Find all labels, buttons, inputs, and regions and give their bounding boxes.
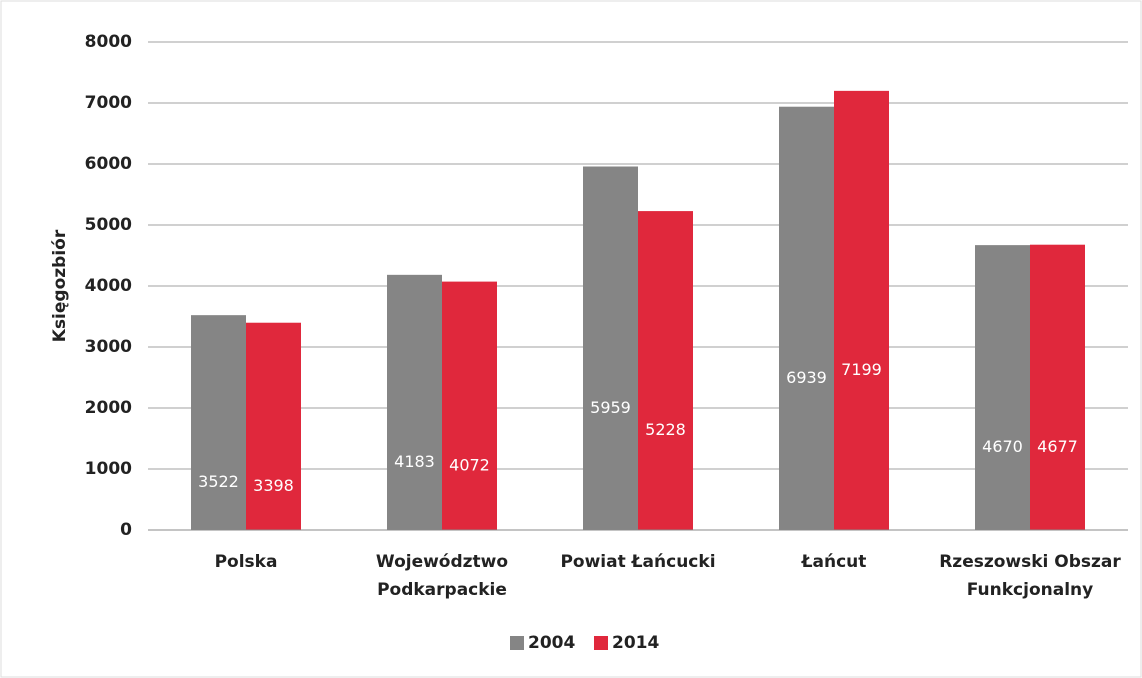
value-label: 4183 (394, 452, 435, 471)
y-tick-label: 1000 (85, 459, 132, 479)
value-label: 5228 (645, 420, 686, 439)
legend-swatch (594, 636, 608, 650)
x-tick-label: Łańcut (801, 552, 867, 572)
legend-label: 2014 (612, 633, 659, 653)
y-tick-label: 8000 (85, 32, 132, 52)
bar (387, 274, 442, 530)
y-tick-label: 2000 (85, 398, 132, 418)
value-label: 4677 (1037, 437, 1078, 456)
y-tick-label: 0 (120, 520, 132, 540)
value-label: 4072 (449, 455, 490, 474)
legend-swatch (510, 636, 524, 650)
bar (583, 166, 638, 530)
value-label: 3398 (253, 476, 294, 495)
bar (246, 322, 301, 530)
value-label: 7199 (841, 360, 882, 379)
value-label: 6939 (786, 368, 827, 387)
value-label: 5959 (590, 398, 631, 417)
bar (779, 106, 834, 530)
bar (442, 281, 497, 530)
bar (191, 315, 246, 530)
legend-label: 2004 (528, 633, 575, 653)
y-tick-label: 6000 (85, 154, 132, 174)
x-tick-label: Rzeszowski Obszar Funkcjonalny (939, 552, 1121, 600)
y-tick-label: 3000 (85, 337, 132, 357)
y-tick-label: 5000 (85, 215, 132, 235)
x-tick-label: Powiat Łańcucki (560, 552, 715, 572)
y-axis-label: Księgozbiór (50, 229, 70, 342)
x-tick-label: Województwo Podkarpackie (376, 552, 508, 600)
value-label: 3522 (198, 472, 239, 491)
y-tick-label: 4000 (85, 276, 132, 296)
x-tick-label: Polska (215, 552, 278, 572)
bar (638, 211, 693, 531)
bar (834, 90, 889, 531)
bar (1030, 244, 1085, 530)
y-tick-label: 7000 (85, 93, 132, 113)
value-label: 4670 (982, 437, 1023, 456)
bar (975, 245, 1030, 530)
